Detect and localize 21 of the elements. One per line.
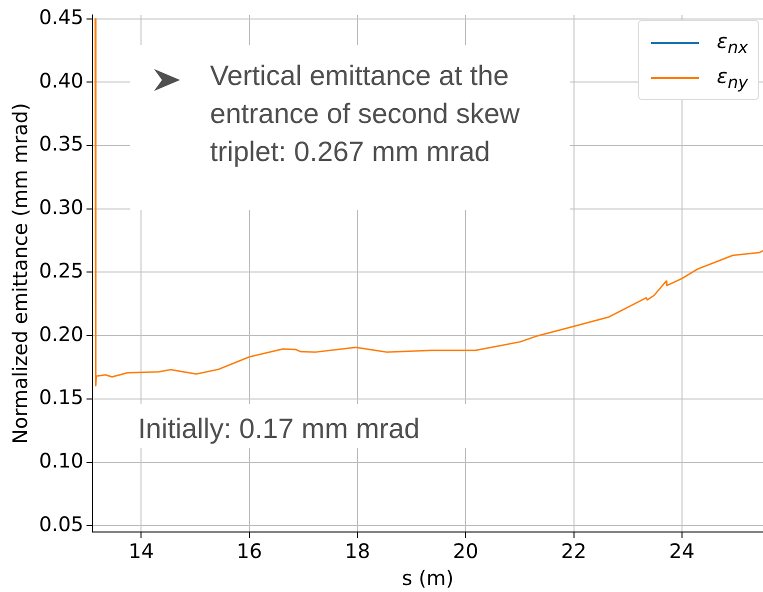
y-tick-label: 0.15	[39, 385, 84, 410]
x-tick-label: 18	[344, 539, 370, 564]
y-tick-label: 0.30	[39, 195, 84, 220]
y-axis-title: Normalized emittance (mm mrad)	[8, 103, 32, 444]
x-tick-label: 24	[669, 539, 695, 564]
legend-label: ε$_{ny}$	[716, 64, 748, 92]
y-tick-label: 0.45	[39, 5, 84, 30]
x-tick-label: 14	[128, 539, 154, 564]
y-tick-label: 0.05	[39, 512, 84, 536]
y-tick-label: 0.10	[39, 448, 84, 473]
y-tick-label: 0.40	[39, 68, 84, 92]
x-tick-label: 22	[561, 539, 586, 564]
y-tick-label: 0.20	[39, 322, 84, 346]
annotation: Vertical emittance at the entrance of second skew triplet: 0.267 mm mrad	[210, 59, 521, 169]
annotation: Initially: 0.17 mm mrad	[138, 412, 420, 446]
legend-label: ε$_{nx}$	[716, 28, 748, 56]
y-tick-label: 0.35	[39, 132, 84, 156]
x-tick-label: 20	[452, 539, 478, 564]
x-tick-label: 16	[236, 539, 262, 564]
x-axis-title: s (m)	[402, 566, 454, 590]
y-tick-label: 0.25	[39, 258, 84, 282]
